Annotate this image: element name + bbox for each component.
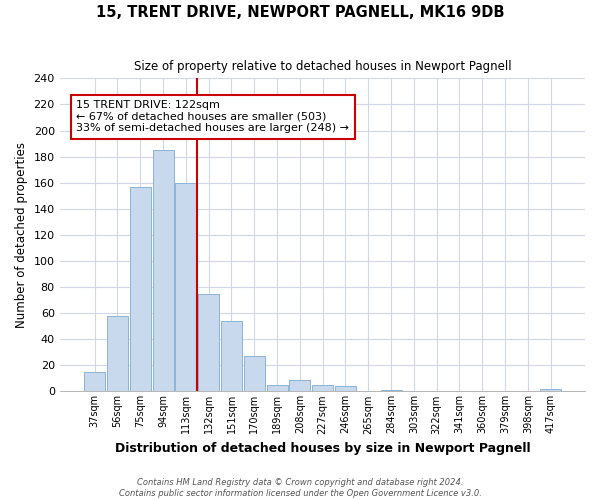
Bar — [289, 380, 310, 392]
X-axis label: Distribution of detached houses by size in Newport Pagnell: Distribution of detached houses by size … — [115, 442, 530, 455]
Bar — [130, 186, 151, 392]
Bar — [312, 385, 333, 392]
Title: Size of property relative to detached houses in Newport Pagnell: Size of property relative to detached ho… — [134, 60, 511, 73]
Text: Contains HM Land Registry data © Crown copyright and database right 2024.
Contai: Contains HM Land Registry data © Crown c… — [119, 478, 481, 498]
Bar — [175, 182, 196, 392]
Bar — [84, 372, 105, 392]
Bar — [540, 389, 561, 392]
Text: 15, TRENT DRIVE, NEWPORT PAGNELL, MK16 9DB: 15, TRENT DRIVE, NEWPORT PAGNELL, MK16 9… — [96, 5, 504, 20]
Y-axis label: Number of detached properties: Number of detached properties — [15, 142, 28, 328]
Bar — [266, 385, 287, 392]
Bar — [335, 386, 356, 392]
Bar — [107, 316, 128, 392]
Bar — [380, 390, 401, 392]
Text: 15 TRENT DRIVE: 122sqm
← 67% of detached houses are smaller (503)
33% of semi-de: 15 TRENT DRIVE: 122sqm ← 67% of detached… — [76, 100, 349, 134]
Bar — [244, 356, 265, 392]
Bar — [221, 321, 242, 392]
Bar — [198, 294, 219, 392]
Bar — [152, 150, 173, 392]
